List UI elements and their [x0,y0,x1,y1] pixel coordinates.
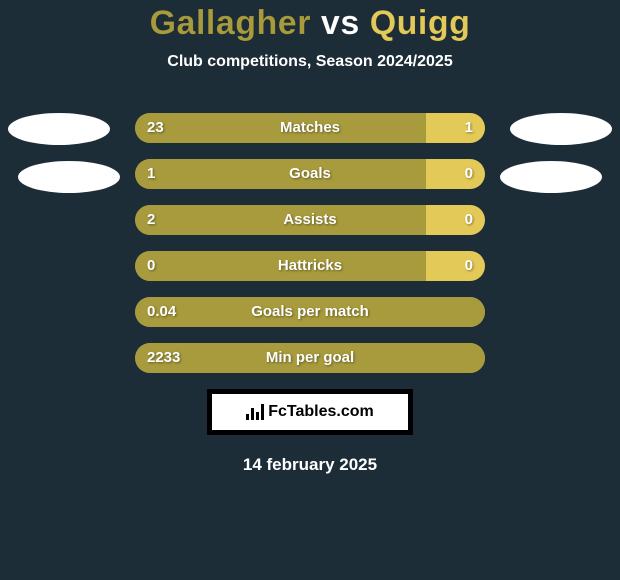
stat-bars: 231Matches 10Goals 20Assists 00Hattricks 0.0… [135,113,485,373]
stat-row: 231Matches [135,113,485,143]
logo: FcTables.com [246,403,374,421]
logo-text: FcTables.com [268,403,374,421]
logo-box: FcTables.com [207,389,413,435]
stat-label: Hattricks [135,251,485,281]
stat-label: Assists [135,205,485,235]
stat-label: Goals per match [135,297,485,327]
bar-chart-icon [246,404,264,420]
title-player1: Gallagher [150,4,311,42]
stat-row: 0.04Goals per match [135,297,485,327]
avatar-right-1 [510,113,612,145]
stat-row: 20Assists [135,205,485,235]
stat-label: Goals [135,159,485,189]
title-vs: vs [321,4,360,42]
stat-label: Min per goal [135,343,485,373]
page-title: Gallagher vs Quigg [0,4,620,43]
stat-row: 2233Min per goal [135,343,485,373]
title-player2: Quigg [370,4,471,42]
comparison-infographic: Gallagher vs Quigg Club competitions, Se… [0,0,620,580]
date-label: 14 february 2025 [0,455,620,475]
stat-label: Matches [135,113,485,143]
content-area: 231Matches 10Goals 20Assists 00Hattricks 0.0… [0,113,620,475]
stat-row: 10Goals [135,159,485,189]
avatar-right-2 [500,161,602,193]
subtitle: Club competitions, Season 2024/2025 [0,53,620,71]
stat-row: 00Hattricks [135,251,485,281]
avatar-left-2 [18,161,120,193]
avatar-left-1 [8,113,110,145]
